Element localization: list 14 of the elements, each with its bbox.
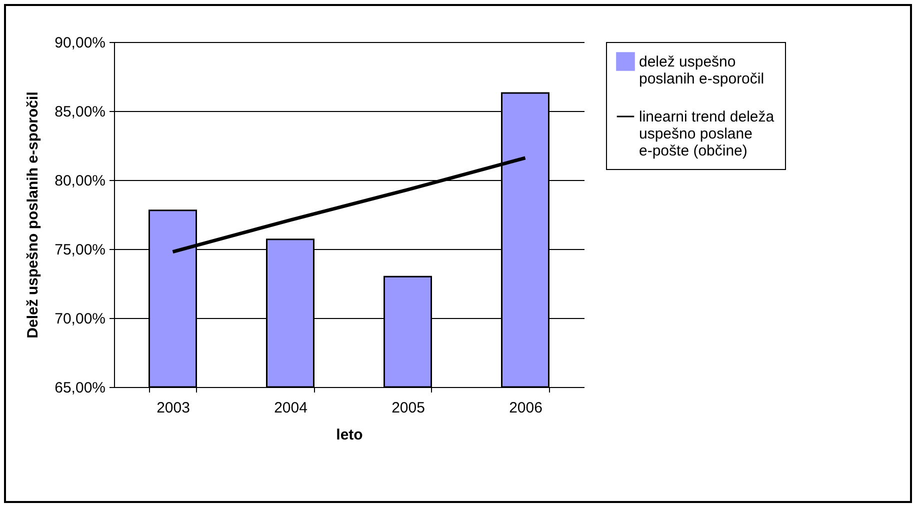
x-tick-label: 2004	[274, 400, 308, 416]
y-tick-label: 90,00%	[54, 34, 106, 52]
y-tick-label: 70,00%	[54, 310, 106, 328]
legend-label: linearni trend deleža uspešno poslane e-pošte (občine)	[639, 108, 775, 160]
x-tick-label: 2003	[156, 400, 190, 416]
x-tick-label: 2006	[509, 400, 542, 416]
y-tick-label: 75,00%	[54, 242, 106, 258]
y-axis-title: Delež uspešno poslanih e-sporočil	[24, 92, 42, 338]
y-tick-label: 80,00%	[54, 172, 106, 190]
legend-label: delež uspešno poslanih e-sporočil	[639, 54, 764, 88]
x-axis-title: leto	[336, 426, 363, 444]
y-tick-label: 85,00%	[54, 104, 106, 120]
y-tick-label: 65,00%	[54, 380, 106, 396]
x-tick-label: 2005	[392, 400, 425, 416]
